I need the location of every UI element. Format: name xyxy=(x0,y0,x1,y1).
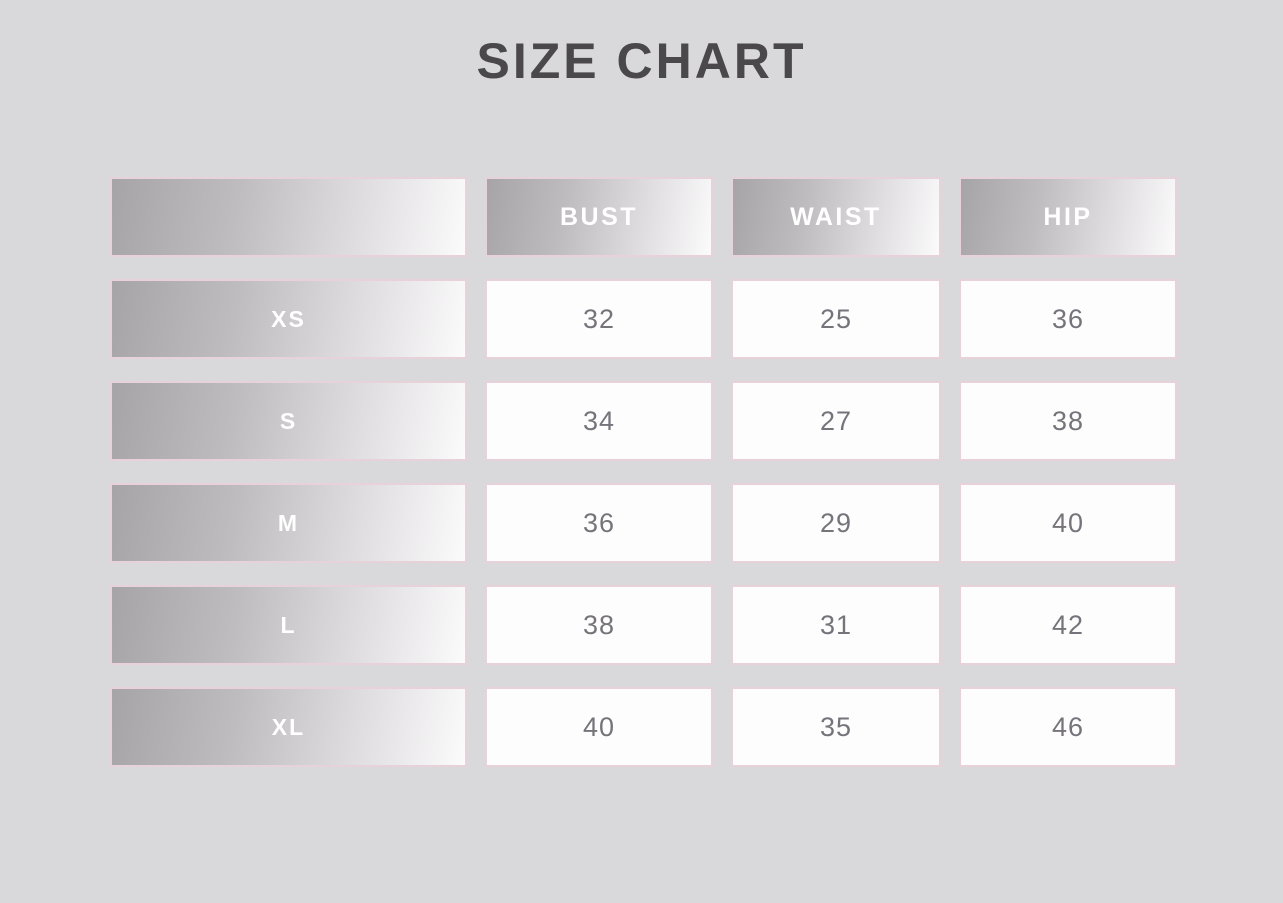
column-header-hip: HIP xyxy=(959,177,1177,257)
size-chart-table: BUST WAIST HIP XS 32 25 36 S 34 27 38 M … xyxy=(110,177,1177,767)
value-xs-bust: 32 xyxy=(485,279,713,359)
value-s-waist: 27 xyxy=(731,381,941,461)
column-header-waist: WAIST xyxy=(731,177,941,257)
value-xl-bust: 40 xyxy=(485,687,713,767)
value-m-waist: 29 xyxy=(731,483,941,563)
size-label-s: S xyxy=(110,381,467,461)
value-l-bust: 38 xyxy=(485,585,713,665)
value-l-hip: 42 xyxy=(959,585,1177,665)
value-xl-hip: 46 xyxy=(959,687,1177,767)
size-label-xs: XS xyxy=(110,279,467,359)
value-s-hip: 38 xyxy=(959,381,1177,461)
value-xs-waist: 25 xyxy=(731,279,941,359)
value-l-waist: 31 xyxy=(731,585,941,665)
value-s-bust: 34 xyxy=(485,381,713,461)
size-label-xl: XL xyxy=(110,687,467,767)
page-title: SIZE CHART xyxy=(476,33,807,89)
value-m-hip: 40 xyxy=(959,483,1177,563)
size-label-m: M xyxy=(110,483,467,563)
value-xs-hip: 36 xyxy=(959,279,1177,359)
column-header-bust: BUST xyxy=(485,177,713,257)
value-xl-waist: 35 xyxy=(731,687,941,767)
value-m-bust: 36 xyxy=(485,483,713,563)
size-label-l: L xyxy=(110,585,467,665)
header-blank-cell xyxy=(110,177,467,257)
